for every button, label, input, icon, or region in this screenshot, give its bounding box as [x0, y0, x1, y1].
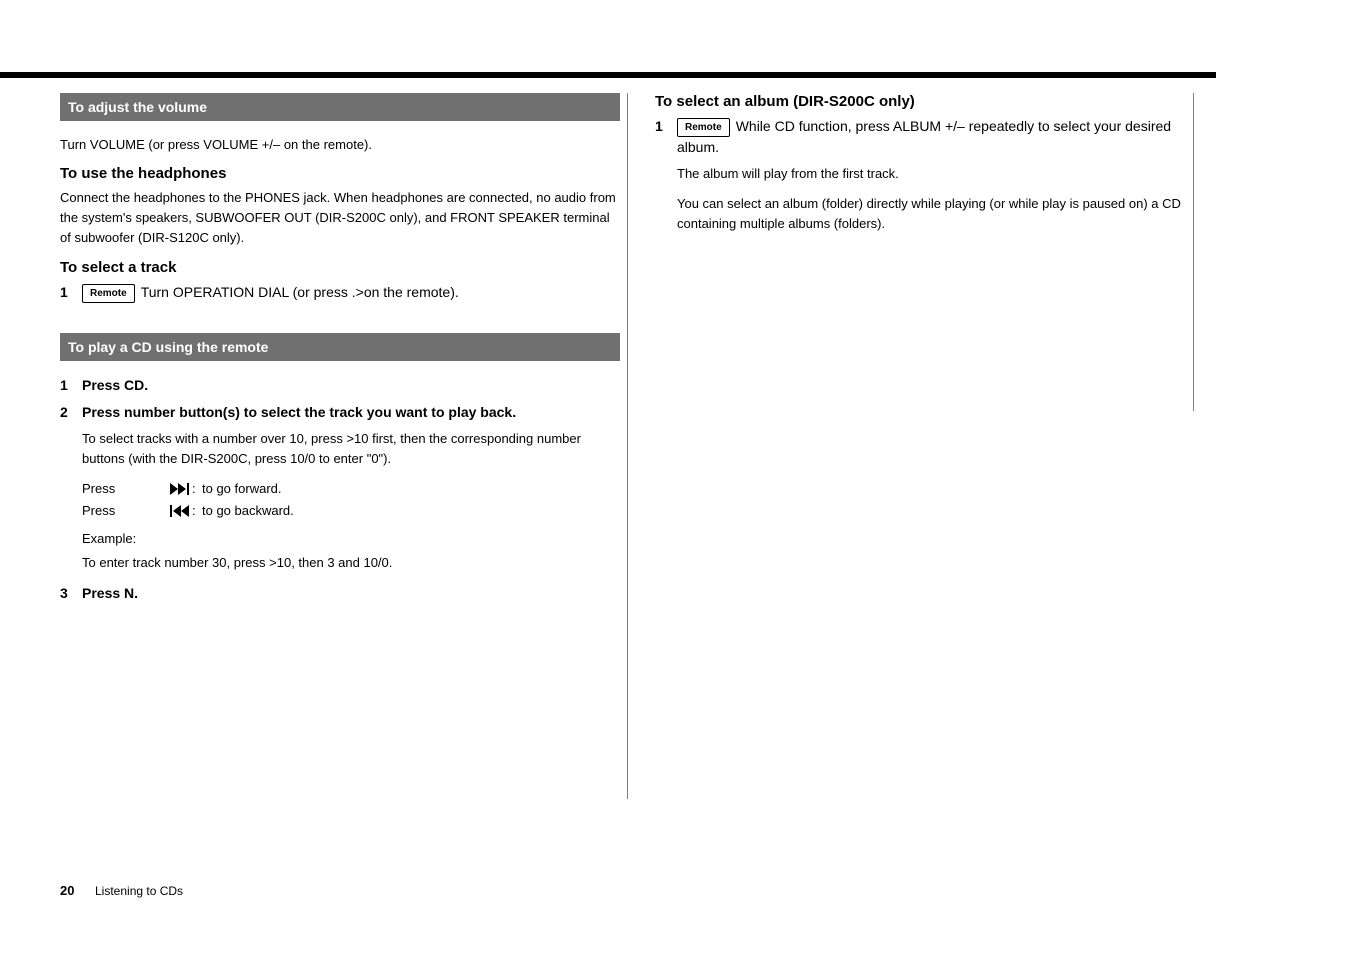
step-text: Press N.: [82, 583, 620, 604]
step-text: RemoteTurn OPERATION DIAL (or press .>on…: [82, 282, 620, 303]
step-number: 3: [60, 583, 82, 604]
remote-badge: Remote: [677, 118, 730, 137]
step-number: 1: [655, 116, 677, 137]
footer-section-label: Listening to CDs: [95, 884, 183, 898]
step-number: 1: [60, 282, 82, 303]
step-text: Press number button(s) to select the tra…: [82, 402, 620, 423]
top-rule: [0, 72, 1216, 78]
forward-desc: to go forward.: [202, 479, 620, 499]
press-label: Press: [82, 501, 170, 521]
album-body-2: You can select an album (folder) directl…: [677, 194, 1215, 234]
next-track-icon: [170, 479, 192, 499]
step-text: Press CD.: [82, 375, 620, 396]
backward-desc: to go backward.: [202, 501, 620, 521]
step-number: 2: [60, 402, 82, 423]
album-body-1: The album will play from the first track…: [677, 164, 1215, 184]
forward-row: Press : to go forward.: [82, 479, 620, 499]
prev-track-icon: [170, 501, 192, 521]
headphones-title: To use the headphones: [60, 165, 620, 182]
backward-row: Press : to go backward.: [82, 501, 620, 521]
select-track-step: 1 RemoteTurn OPERATION DIAL (or press .>…: [60, 282, 620, 303]
section-header-volume: To adjust the volume: [60, 93, 620, 121]
over-10-note: To select tracks with a number over 10, …: [82, 429, 620, 469]
section-header-play-remote: To play a CD using the remote: [60, 333, 620, 361]
colon: :: [192, 479, 202, 499]
page-number: 20: [60, 883, 74, 898]
remote-step-1: 1 Press CD.: [60, 375, 620, 396]
remote-badge: Remote: [82, 284, 135, 303]
select-album-step: 1 RemoteWhile CD function, press ALBUM +…: [655, 116, 1215, 158]
left-column: To adjust the volume Turn VOLUME (or pre…: [60, 93, 620, 610]
select-track-title: To select a track: [60, 259, 620, 276]
step-number: 1: [60, 375, 82, 396]
right-column: To select an album (DIR-S200C only) 1 Re…: [655, 93, 1215, 244]
remote-step-2: 2 Press number button(s) to select the t…: [60, 402, 620, 423]
select-album-title: To select an album (DIR-S200C only): [655, 93, 1215, 110]
example-body: To enter track number 30, press >10, the…: [82, 553, 620, 573]
volume-body: Turn VOLUME (or press VOLUME +/– on the …: [60, 135, 620, 155]
press-label: Press: [82, 479, 170, 499]
step-text: RemoteWhile CD function, press ALBUM +/–…: [677, 116, 1215, 158]
right-edge-rule: [1193, 93, 1194, 411]
headphones-body: Connect the headphones to the PHONES jac…: [60, 188, 620, 248]
column-divider: [627, 93, 628, 799]
remote-step-3: 3 Press N.: [60, 583, 620, 604]
example-label: Example:: [82, 529, 620, 549]
colon: :: [192, 501, 202, 521]
